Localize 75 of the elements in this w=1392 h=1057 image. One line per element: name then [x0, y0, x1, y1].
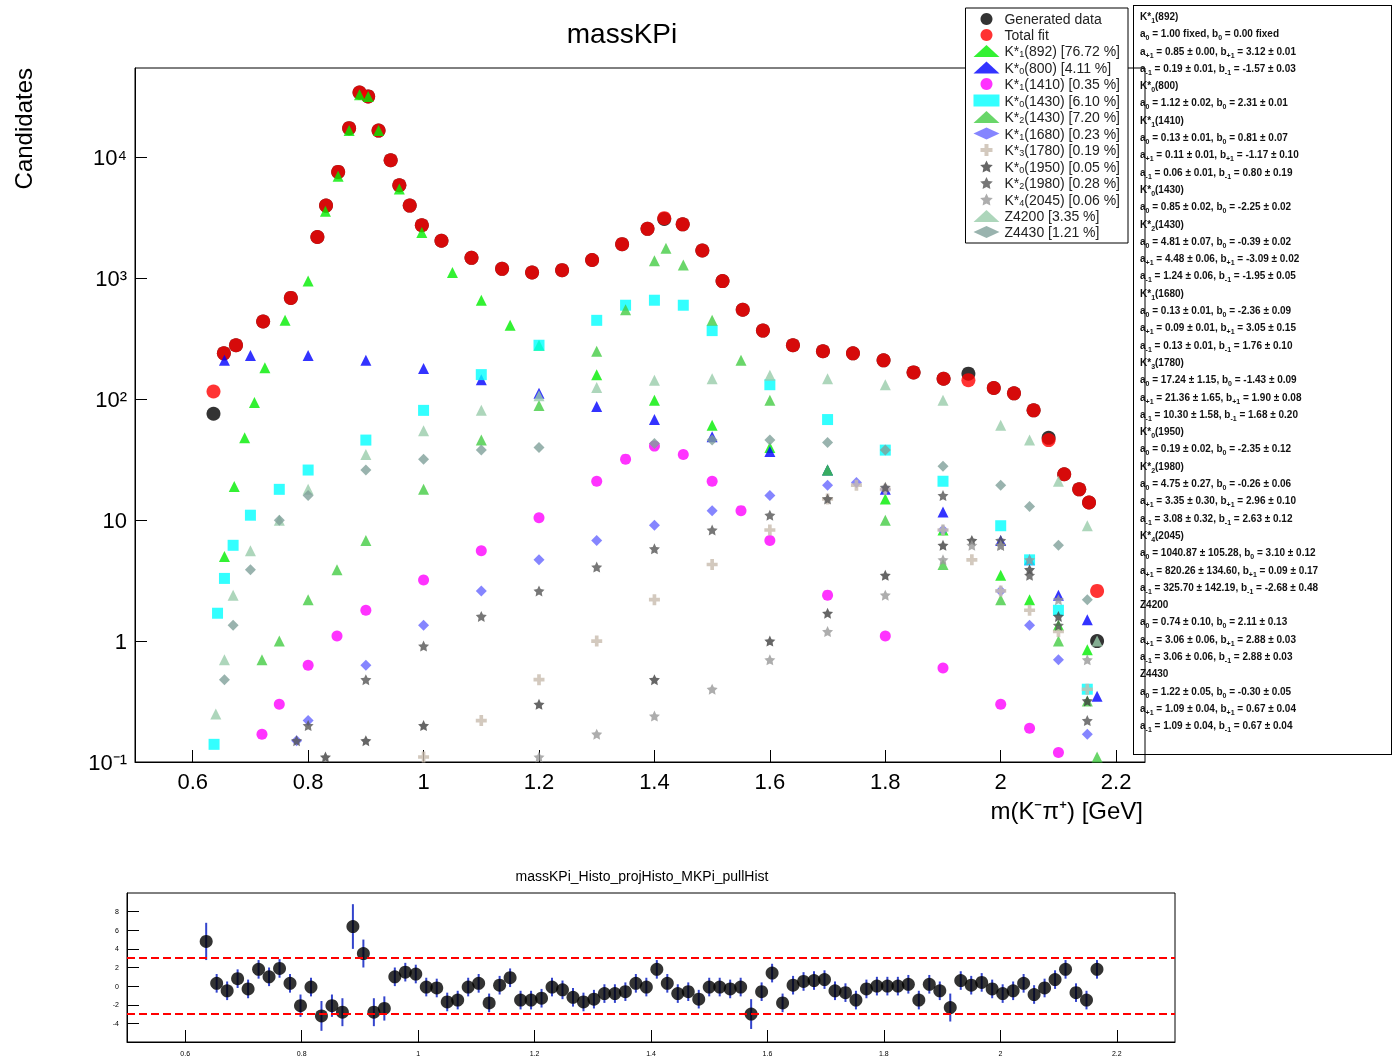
legend-label: K*0(800) [4.11 %] [1004, 59, 1112, 76]
y-tick-label: 1 [114, 628, 127, 654]
annotation: a$_{-1}$ = 0.06 ± 0.01, b$_{-1}$ = 0.80 ± 0.19 [1140, 165, 1294, 181]
x-tick-label: 1.6 [754, 768, 786, 794]
annotation: a$_{-1}$ = 0.19 ± 0.01, b$_{-1}$ = -1.57 ± 0.03 [1140, 61, 1297, 78]
annotation: a$_{-1}$ = 3.08 ± 0.32, b$_{-1}$ = 2.63 ± 0.12 [1140, 511, 1294, 527]
annotation: a$_{0}$ = 4.81 ± 0.07, b$_{0}$ = -0.39 ± 0.02 [1140, 234, 1293, 251]
annotation: a$_{0}$ = 0.74 ± 0.10, b$_{0}$ = 2.11 ± 0.13 [1140, 615, 1289, 631]
annotation: a$_{0}$ = 0.85 ± 0.02, b$_{0}$ = -2.25 ± 0.02 [1140, 200, 1293, 216]
annotation: a$_{+1}$ = 0.09 ± 0.01, b$_{+1}$ = 3.05 ± 0.15 [1140, 321, 1297, 337]
text: a$_{+1}$ = 0.85 ± 0.00, b$_{+1}$ = 3.12 ± 0.01 [1140, 44, 1297, 60]
x-tick-label: 1.2 [523, 768, 555, 794]
annotation: a$_{-1}$ = 3.06 ± 0.06, b$_{-1}$ = 2.88 ± 0.03 [1140, 650, 1294, 666]
annotation: Z4430 [1140, 667, 1170, 682]
legend-label: K*2(1980) [0.28 %] [1004, 175, 1121, 191]
annotation: K*$_{0}$(1950) [1140, 425, 1185, 441]
x-tick-label: 2 [994, 768, 1007, 794]
chart-title: massKPi [566, 17, 678, 49]
y-tick-label: 10³ [95, 265, 127, 291]
legend-label: K*1(892) [76.72 %] [1004, 43, 1121, 59]
y-tick-label: 10⁴ [93, 145, 127, 171]
x-tick-label: 1.8 [869, 768, 901, 794]
annotation: Z4200 [1140, 598, 1170, 613]
legend-label: K*0(1430) [6.10 %] [1004, 92, 1121, 109]
annotation: K*$_{0}$(1430) [1140, 182, 1185, 199]
legend-label: Total fit [1004, 27, 1049, 43]
annotation: a$_{0}$ = 1040.87 ± 105.28, b$_{0}$ = 3.10 ± 0.12 [1140, 546, 1317, 562]
annotation: K*$_{1}$(1680) [1140, 286, 1185, 303]
annotation: K*$_{2}$(1430) [1140, 217, 1185, 233]
annotation: a$_{+1}$ = 0.11 ± 0.01, b$_{+1}$ = -1.17 ± 0.10 [1140, 148, 1300, 164]
annotation: a$_{0}$ = 4.75 ± 0.27, b$_{0}$ = -0.26 ± 0.06 [1140, 477, 1293, 493]
y-axis-title: Candidates [9, 68, 37, 190]
annotation: a$_{-1}$ = 0.13 ± 0.01, b$_{-1}$ = 1.76 ± 0.10 [1140, 338, 1294, 354]
chart-title: massKPi_Histo_projHisto_MKPi_pullHist [515, 868, 769, 884]
legend-label: K*1(1680) [0.23 %] [1004, 125, 1121, 142]
x-axis-title: m(K⁻π⁺) [GeV] [990, 796, 1143, 824]
annotation: a$_{0}$ = 1.12 ± 0.02, b$_{0}$ = 2.31 ± 0.01 [1140, 96, 1289, 112]
y-tick-label: 10 [102, 507, 127, 533]
legend-label: Generated data [1004, 11, 1102, 27]
annotation: a$_{0}$ = 17.24 ± 1.15, b$_{0}$ = -1.43 ± 0.09 [1140, 373, 1298, 389]
x-tick-label: 1 [417, 768, 430, 794]
annotation: a$_{0}$ = 1.22 ± 0.05, b$_{0}$ = -0.30 ± 0.05 [1140, 684, 1293, 700]
annotation: a$_{+1}$ = 1.09 ± 0.04, b$_{+1}$ = 0.67 ± 0.04 [1140, 701, 1297, 718]
x-tick-label: 0.8 [292, 768, 324, 794]
annotation: a$_{-1}$ = 10.30 ± 1.58, b$_{-1}$ = 1.68 ± 0.20 [1140, 407, 1299, 424]
annotation: a$_{-1}$ = 325.70 ± 142.19, b$_{-1}$ = -2.68 ± 0.48 [1140, 580, 1319, 597]
annotation: K*$_{2}$(1980) [1140, 459, 1185, 476]
x-tick-label: 0.6 [177, 768, 209, 794]
annotation: a$_{0}$ = 0.19 ± 0.02, b$_{0}$ = -2.35 ± 0.12 [1140, 442, 1293, 458]
legend-label: K*1(1410) [0.35 %] [1004, 76, 1121, 92]
x-tick-label: 1.4 [639, 768, 670, 794]
legend-label: K*0(1950) [0.05 %] [1004, 158, 1121, 175]
annotation: K*$_{0}$(800) [1140, 79, 1180, 95]
annotation: a$_{+1}$ = 4.48 ± 0.06, b$_{+1}$ = -3.09 ± 0.02 [1140, 252, 1301, 268]
annotation: a$_{+1}$ = 3.06 ± 0.06, b$_{+1}$ = 2.88 ± 0.03 [1140, 632, 1297, 648]
annotation: K*$_{1}$(1410) [1140, 113, 1185, 130]
annotation: a$_{+1}$ = 820.26 ± 134.60, b$_{+1}$ = 0.09 ± 0.17 [1140, 563, 1320, 579]
legend-label: K*2(1430) [7.20 %] [1004, 109, 1121, 125]
text: K*$_{1}$(892) [1140, 10, 1180, 26]
legend-label: Z4200 [3.35 %] [1004, 208, 1100, 224]
y-tick-label: 10⁻¹ [88, 749, 127, 775]
annotation: K*$_{4}$(2045) [1140, 528, 1185, 545]
y-tick-label: 10² [95, 386, 127, 412]
legend-label: K*3(1780) [0.19 %] [1004, 142, 1121, 158]
annotation: a$_{0}$ = 0.13 ± 0.01, b$_{0}$ = 0.81 ± 0.07 [1140, 131, 1289, 147]
legend-label: Z4430 [1.21 %] [1004, 224, 1100, 240]
text: a$_{0}$ = 1.00 fixed, b$_{0}$ = 0.00 fixed [1140, 27, 1280, 43]
annotation: K*$_{3}$(1780) [1140, 355, 1185, 372]
annotation: a$_{+1}$ = 3.35 ± 0.30, b$_{+1}$ = 2.96 ± 0.10 [1140, 494, 1297, 510]
annotation: a$_{+1}$ = 21.36 ± 1.65, b$_{+1}$ = 1.90 ± 0.08 [1140, 390, 1303, 406]
annotation: a$_{-1}$ = 1.09 ± 0.04, b$_{-1}$ = 0.67 ± 0.04 [1140, 719, 1294, 735]
annotation: a$_{-1}$ = 1.24 ± 0.06, b$_{-1}$ = -1.95 ± 0.05 [1140, 269, 1297, 285]
legend-label: K*4(2045) [0.06 %] [1004, 191, 1121, 208]
x-tick-label: 2.2 [1100, 768, 1132, 794]
annotation: a$_{0}$ = 0.13 ± 0.01, b$_{0}$ = -2.36 ± 0.09 [1140, 304, 1293, 320]
